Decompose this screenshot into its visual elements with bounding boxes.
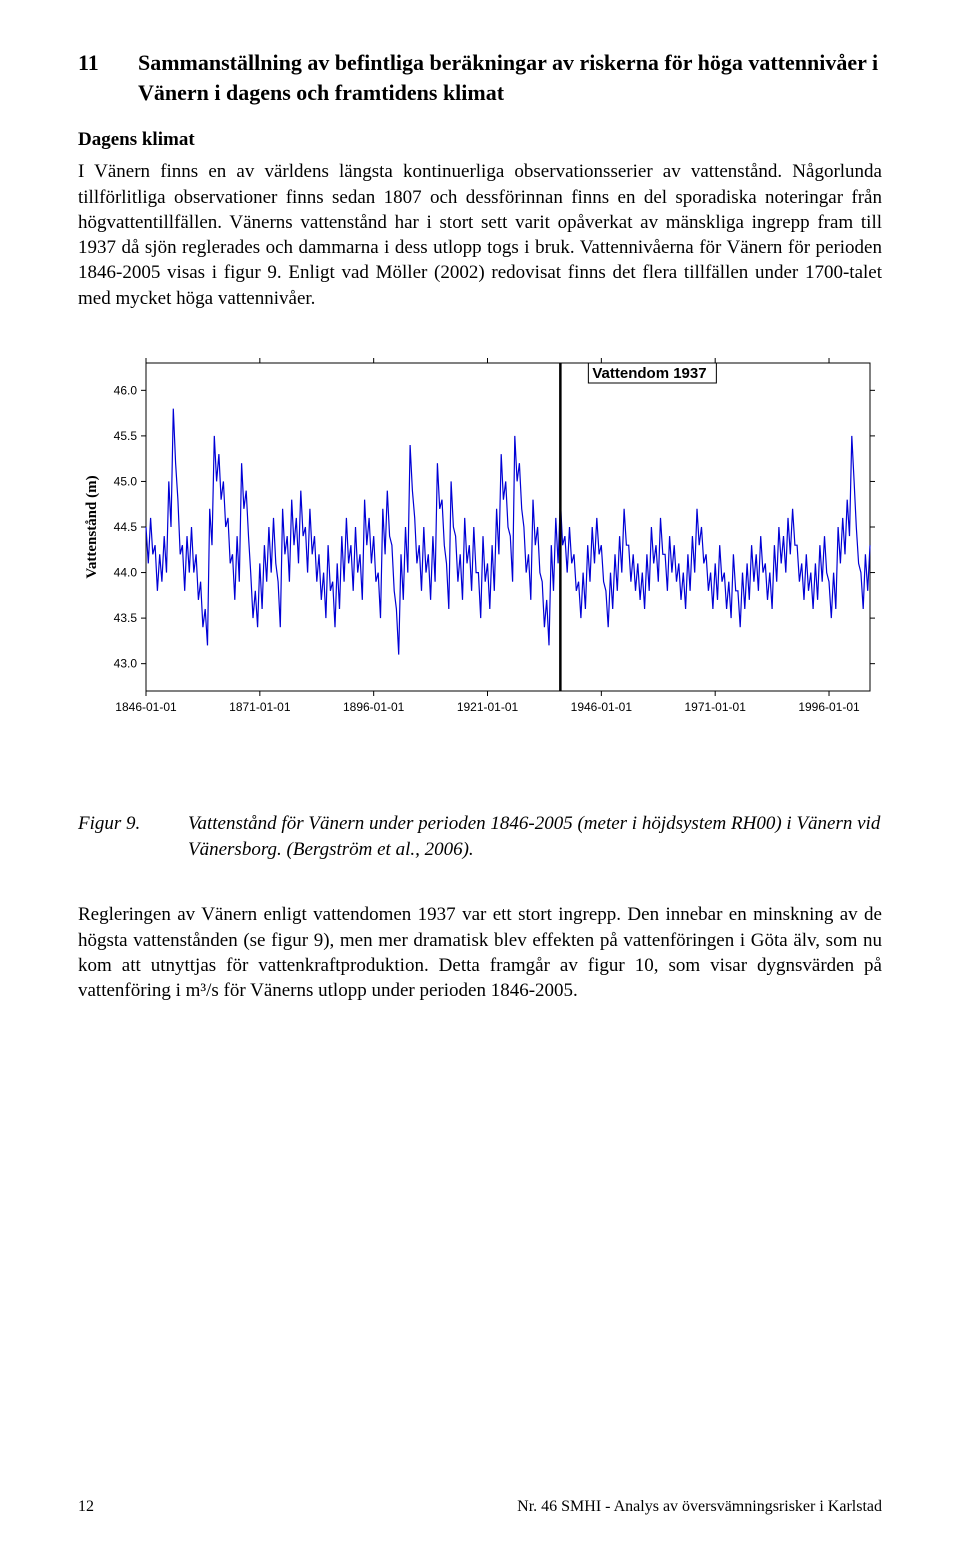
svg-text:1971-01-01: 1971-01-01 (684, 700, 746, 714)
figure-label: Figur 9. (78, 811, 188, 862)
svg-text:45.5: 45.5 (114, 429, 138, 443)
svg-text:Vattendom 1937: Vattendom 1937 (592, 365, 706, 382)
paragraph-2: Regleringen av Vänern enligt vattendomen… (78, 902, 882, 1003)
sub-heading: Dagens klimat (78, 129, 882, 151)
svg-text:44.5: 44.5 (114, 520, 138, 534)
svg-text:1846-01-01: 1846-01-01 (115, 700, 177, 714)
svg-text:43.0: 43.0 (114, 657, 138, 671)
svg-text:1871-01-01: 1871-01-01 (229, 700, 291, 714)
svg-text:45.0: 45.0 (114, 474, 138, 488)
svg-text:46.0: 46.0 (114, 383, 138, 397)
svg-text:43.5: 43.5 (114, 611, 138, 625)
figure-caption-text: Vattenstånd för Vänern under perioden 18… (188, 811, 882, 862)
water-level-chart: 43.0 43.5 44.0 44.5 45.0 45.5 46.0 1846-01-01 18… (78, 351, 882, 731)
footer-text: Nr. 46 SMHI - Analys av översvämningsris… (517, 1498, 882, 1516)
svg-text:Vattenstånd (m): Vattenstånd (m) (84, 475, 100, 578)
svg-text:1921-01-01: 1921-01-01 (457, 700, 519, 714)
paragraph-1: I Vänern finns en av världens längsta ko… (78, 159, 882, 311)
section-number: 11 (78, 48, 138, 107)
chart-svg: 43.0 43.5 44.0 44.5 45.0 45.5 46.0 1846-01-01 18… (78, 351, 882, 731)
svg-text:1996-01-01: 1996-01-01 (798, 700, 860, 714)
page-number: 12 (78, 1498, 94, 1516)
figure-caption: Figur 9. Vattenstånd för Vänern under pe… (78, 811, 882, 862)
section-heading: 11 Sammanställning av befintliga beräkni… (78, 48, 882, 107)
section-title: Sammanställning av befintliga beräkninga… (138, 48, 882, 107)
svg-text:1896-01-01: 1896-01-01 (343, 700, 405, 714)
page-footer: 12 Nr. 46 SMHI - Analys av översvämnings… (78, 1498, 882, 1516)
svg-text:44.0: 44.0 (114, 566, 138, 580)
svg-text:1946-01-01: 1946-01-01 (571, 700, 633, 714)
